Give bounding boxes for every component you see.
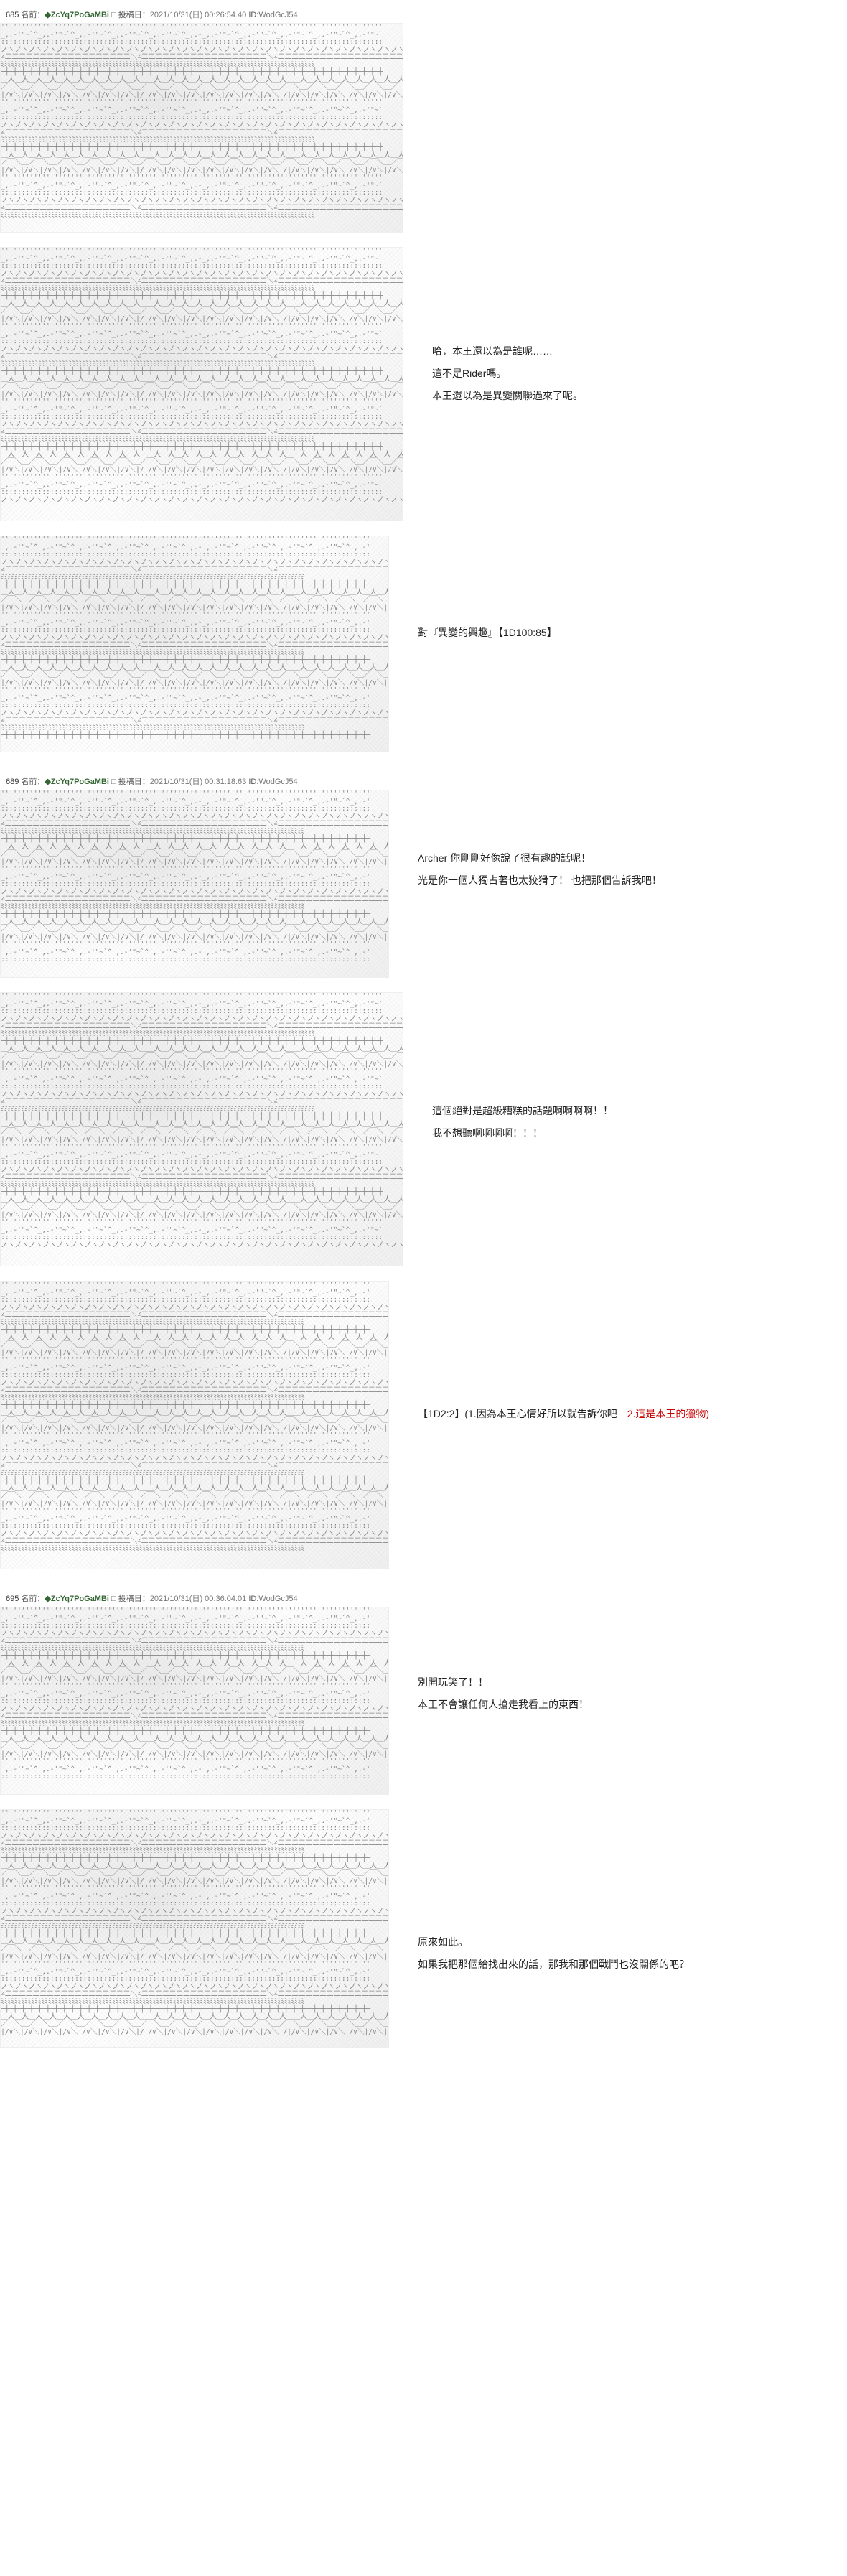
- ascii-art: ''''''''''''''''''''''''''''''''''''''''…: [1, 993, 403, 1249]
- post-name: ◆ZcYq7PoGaMBi: [45, 778, 109, 786]
- caption-area: 哈，本王還以為是誰呢……這不是Rider嗎。本王還以為是異變關聯過來了呢。: [403, 247, 583, 406]
- content-block: ''''''''''''''''''''''''''''''''''''''''…: [0, 247, 847, 521]
- caption-line: 我不想聽啊啊啊啊！！！: [432, 1122, 613, 1144]
- ascii-art-panel: ''''''''''''''''''''''''''''''''''''''''…: [0, 1809, 389, 2048]
- content-block: ''''''''''''''''''''''''''''''''''''''''…: [0, 1809, 847, 2048]
- ascii-art-panel: ''''''''''''''''''''''''''''''''''''''''…: [0, 1281, 389, 1569]
- ascii-art-panel: ''''''''''''''''''''''''''''''''''''''''…: [0, 23, 403, 233]
- content-block: ''''''''''''''''''''''''''''''''''''''''…: [0, 992, 847, 1266]
- date-prefix: 投稿日：: [118, 11, 150, 19]
- post-number: 695: [6, 1595, 19, 1603]
- caption-line: 光是你一個人獨占著也太狡猾了！ 也把那個告訴我吧！: [418, 869, 662, 892]
- ascii-art: ''''''''''''''''''''''''''''''''''''''''…: [1, 1607, 388, 1781]
- caption-area: Archer 你剛剛好像說了很有趣的話呢！光是你一個人獨占著也太狡猾了！ 也把那…: [389, 790, 662, 892]
- post-number: 689: [6, 778, 19, 786]
- post-id: WodGcJ54: [258, 778, 297, 786]
- post-date: 2021/10/31(日) 00:36:04.01: [150, 1595, 247, 1603]
- ascii-art: ''''''''''''''''''''''''''''''''''''''''…: [1, 536, 388, 740]
- caption-segment: 2.這是本王的獵物): [627, 1408, 709, 1419]
- caption-line: 本王還以為是異變關聯過來了呢。: [432, 385, 583, 407]
- caption-line: 別開玩笑了！！: [418, 1671, 589, 1694]
- ascii-art-panel: ''''''''''''''''''''''''''''''''''''''''…: [0, 536, 389, 752]
- caption-area: 這個絕對是超級糟糕的話題啊啊啊啊！！我不想聽啊啊啊啊！！！: [403, 992, 613, 1144]
- caption-area: 對『異變的興趣』【1D100:85】: [389, 536, 557, 644]
- post-id: WodGcJ54: [258, 11, 297, 19]
- ascii-art-panel: ''''''''''''''''''''''''''''''''''''''''…: [0, 1607, 389, 1795]
- name-prefix: 名前：: [21, 11, 45, 19]
- content-block: ''''''''''''''''''''''''''''''''''''''''…: [0, 790, 847, 978]
- post-name: ◆ZcYq7PoGaMBi: [45, 1595, 109, 1603]
- ascii-art: ''''''''''''''''''''''''''''''''''''''''…: [1, 1810, 388, 2036]
- content-block: ''''''''''''''''''''''''''''''''''''''''…: [0, 1281, 847, 1569]
- date-prefix: 投稿日：: [118, 1595, 150, 1603]
- post-date: 2021/10/31(日) 00:31:18.63: [150, 778, 247, 786]
- content-block: ''''''''''''''''''''''''''''''''''''''''…: [0, 1607, 847, 1795]
- caption-line: 【1D2:2】(1.因為本王心情好所以就告訴你吧 2.這是本王的獵物): [418, 1403, 709, 1425]
- content-block: ''''''''''''''''''''''''''''''''''''''''…: [0, 536, 847, 752]
- caption-area: 原來如此。如果我把那個給找出來的話，那我和那個戰鬥也沒關係的吧？: [389, 1809, 689, 1976]
- caption-line: 如果我把那個給找出來的話，那我和那個戰鬥也沒關係的吧？: [418, 1954, 689, 1976]
- ascii-art: ''''''''''''''''''''''''''''''''''''''''…: [1, 24, 403, 220]
- caption-area: 別開玩笑了！！本王不會讓任何人搶走我看上的東西！: [389, 1607, 589, 1716]
- ascii-art-panel: ''''''''''''''''''''''''''''''''''''''''…: [0, 790, 389, 978]
- caption-line: 這個絕對是超級糟糕的話題啊啊啊啊！！: [432, 1100, 613, 1122]
- caption-line: 這不是Rider嗎。: [432, 363, 583, 385]
- date-prefix: 投稿日：: [118, 778, 150, 786]
- caption-line: 原來如此。: [418, 1931, 689, 1954]
- ascii-art-panel: ''''''''''''''''''''''''''''''''''''''''…: [0, 247, 403, 521]
- post-header: 689 名前：◆ZcYq7PoGaMBi □ 投稿日：2021/10/31(日)…: [0, 773, 847, 790]
- post-name: ◆ZcYq7PoGaMBi: [45, 11, 109, 19]
- caption-line: Archer 你剛剛好像說了很有趣的話呢！: [418, 847, 662, 869]
- post: 695 名前：◆ZcYq7PoGaMBi □ 投稿日：2021/10/31(日)…: [0, 1584, 847, 2048]
- caption-line: 對『異變的興趣』【1D100:85】: [418, 622, 557, 644]
- post-header: 685 名前：◆ZcYq7PoGaMBi □ 投稿日：2021/10/31(日)…: [0, 6, 847, 23]
- caption-segment: (1.因為本王心情好所以就告訴你吧: [464, 1408, 627, 1419]
- post-header: 695 名前：◆ZcYq7PoGaMBi □ 投稿日：2021/10/31(日)…: [0, 1590, 847, 1607]
- id-prefix: ID:: [248, 11, 258, 19]
- post: 689 名前：◆ZcYq7PoGaMBi □ 投稿日：2021/10/31(日)…: [0, 767, 847, 1569]
- post-number: 685: [6, 11, 19, 19]
- caption-line: 本王不會讓任何人搶走我看上的東西！: [418, 1694, 589, 1716]
- ascii-art-panel: ''''''''''''''''''''''''''''''''''''''''…: [0, 992, 403, 1266]
- name-prefix: 名前：: [21, 778, 45, 786]
- post-date: 2021/10/31(日) 00:26:54.40: [150, 11, 247, 19]
- content-block: ''''''''''''''''''''''''''''''''''''''''…: [0, 23, 847, 233]
- caption-area: 【1D2:2】(1.因為本王心情好所以就告訴你吧 2.這是本王的獵物): [389, 1281, 709, 1425]
- id-prefix: ID:: [248, 778, 258, 786]
- post: 685 名前：◆ZcYq7PoGaMBi □ 投稿日：2021/10/31(日)…: [0, 0, 847, 752]
- caption-line: 哈，本王還以為是誰呢……: [432, 340, 583, 363]
- ascii-art: ''''''''''''''''''''''''''''''''''''''''…: [1, 248, 403, 504]
- ascii-art: ''''''''''''''''''''''''''''''''''''''''…: [1, 1282, 388, 1553]
- post-id: WodGcJ54: [258, 1595, 297, 1603]
- name-prefix: 名前：: [21, 1595, 45, 1603]
- id-prefix: ID:: [248, 1595, 258, 1603]
- ascii-art: ''''''''''''''''''''''''''''''''''''''''…: [1, 790, 388, 964]
